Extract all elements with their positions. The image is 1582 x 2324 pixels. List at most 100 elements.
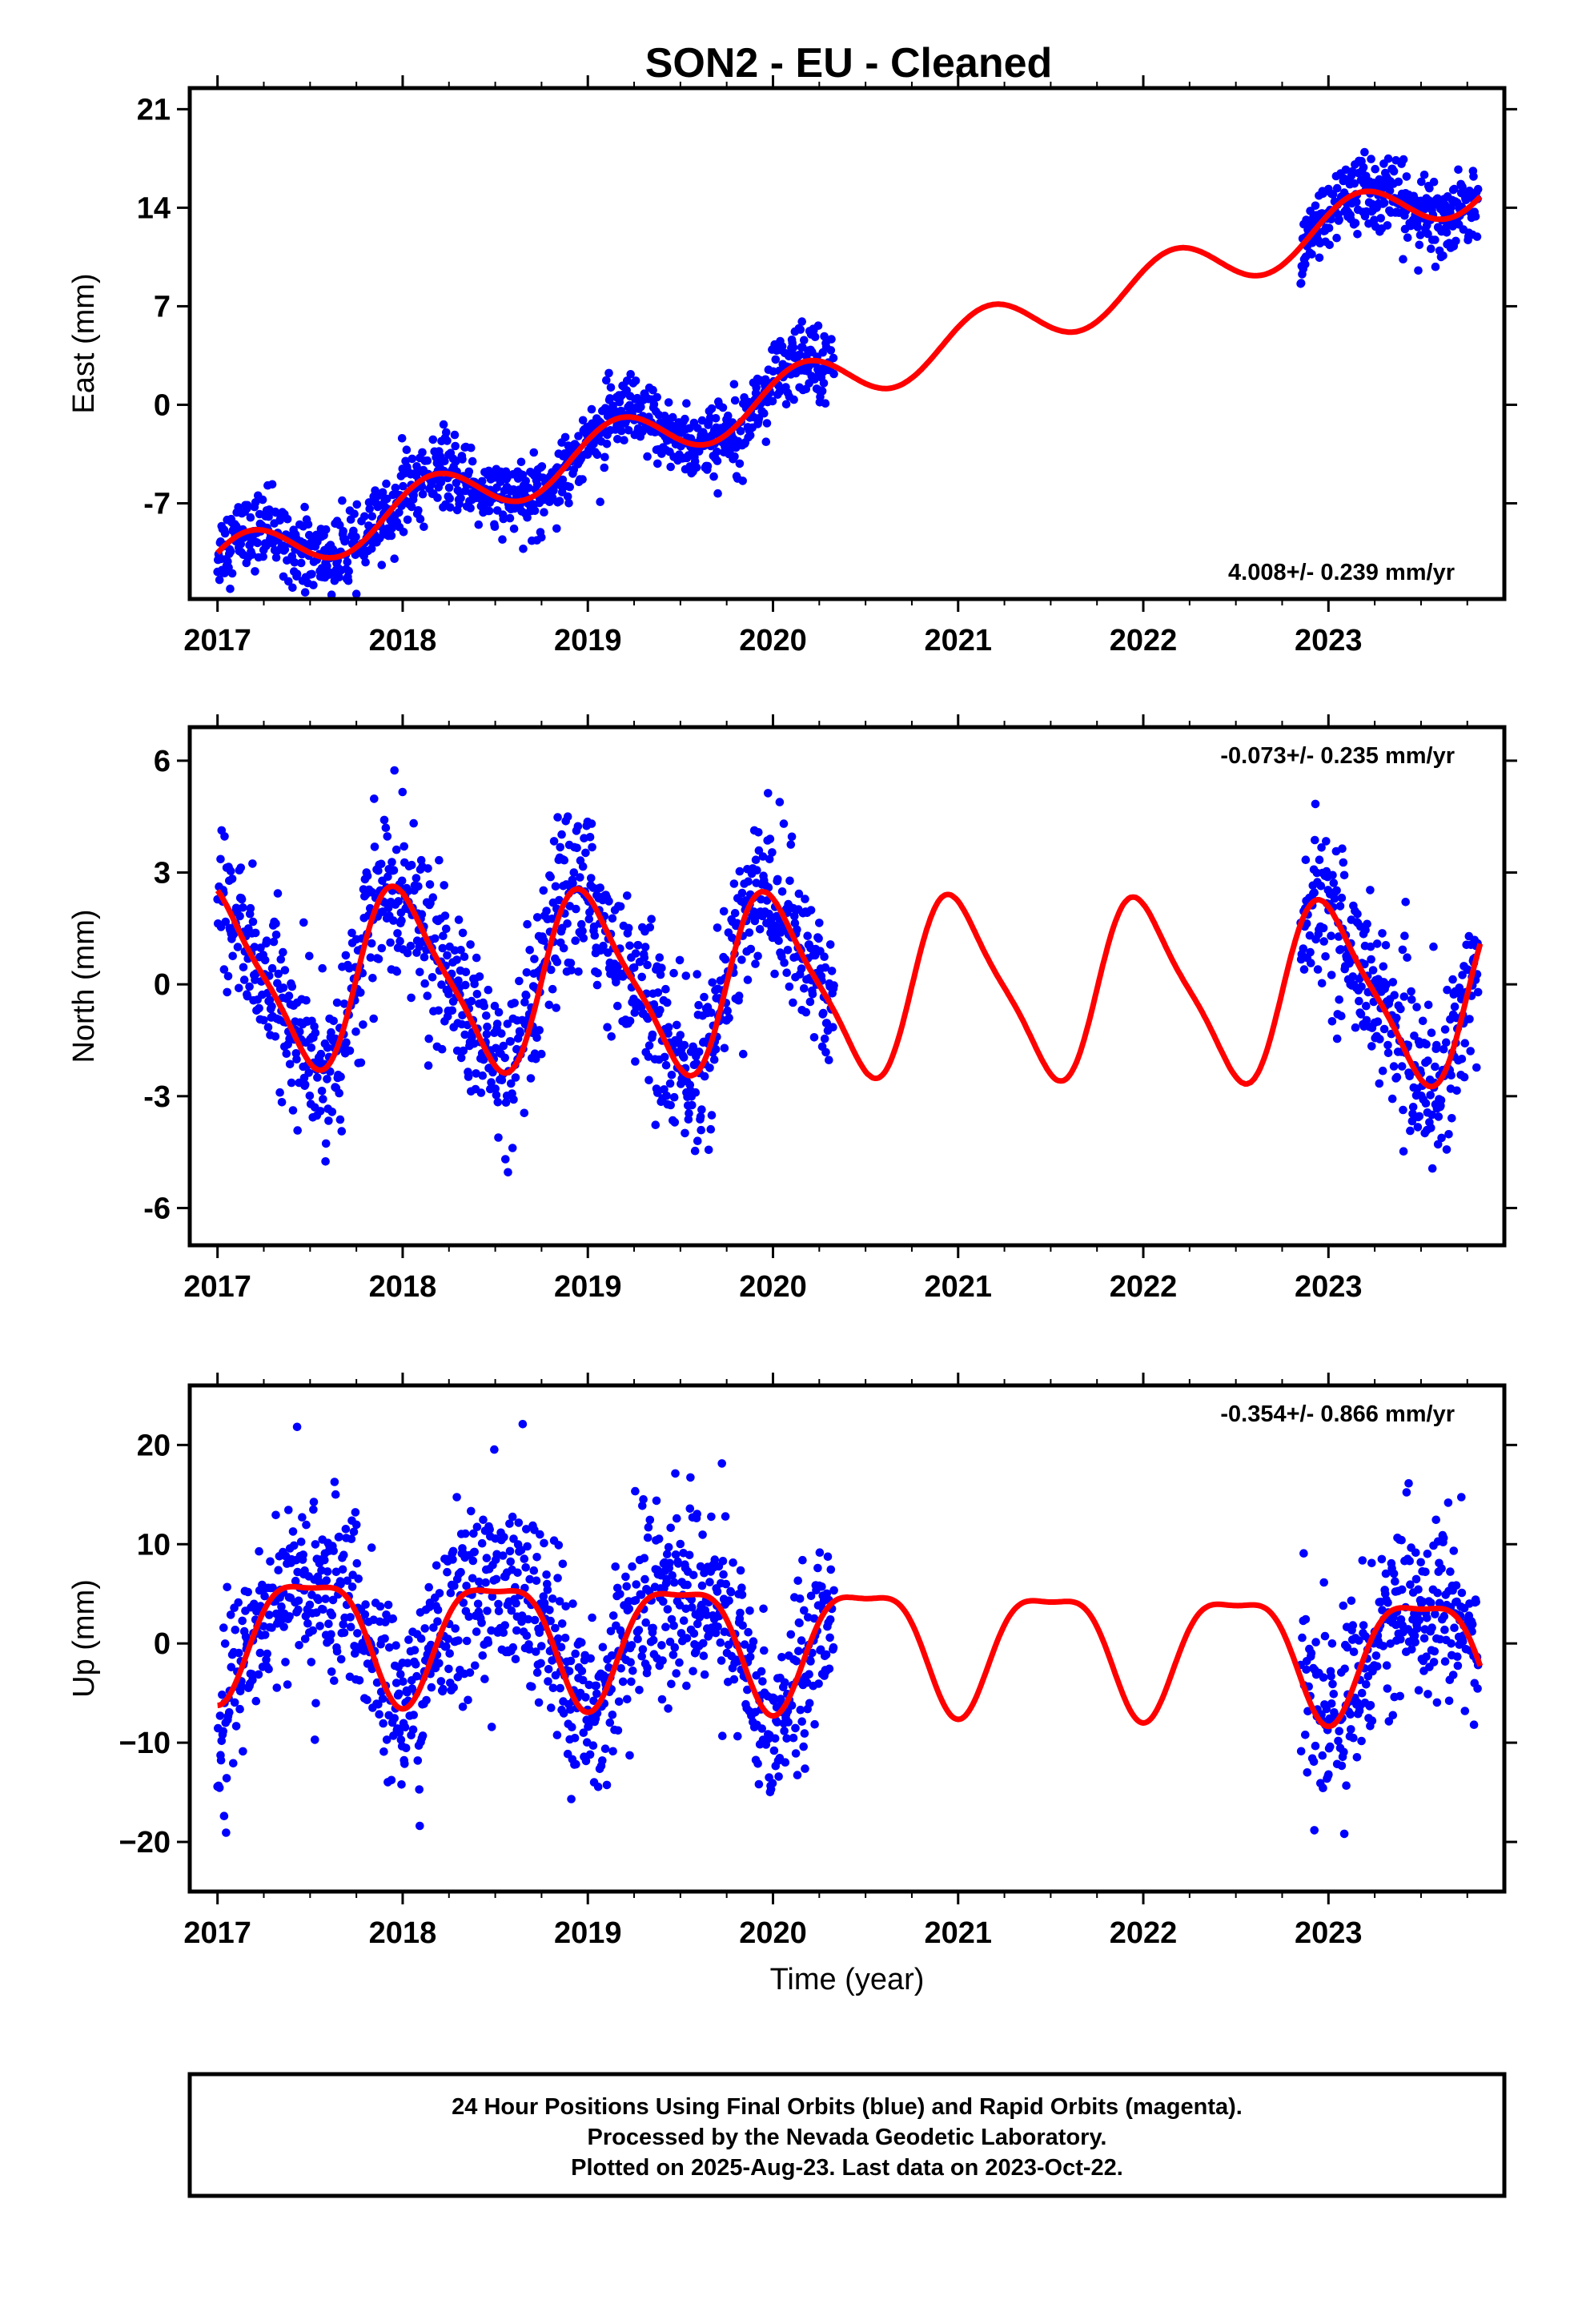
data-point <box>323 1567 332 1576</box>
data-point <box>499 1628 508 1637</box>
data-point <box>1363 919 1371 929</box>
data-point <box>494 1007 504 1017</box>
data-point <box>1334 1736 1343 1746</box>
data-point <box>1399 155 1408 164</box>
data-point <box>657 1695 667 1704</box>
data-point <box>461 1529 470 1538</box>
data-point <box>220 529 230 538</box>
data-point <box>260 1630 270 1639</box>
data-point <box>222 1774 231 1783</box>
data-point <box>791 1749 801 1758</box>
data-point <box>1416 1558 1425 1567</box>
data-point <box>789 343 798 352</box>
data-point <box>215 575 224 585</box>
data-point <box>484 1638 493 1647</box>
data-point <box>336 1072 345 1081</box>
data-point <box>555 1597 564 1606</box>
east-frame <box>187 86 1507 601</box>
data-point <box>577 919 586 929</box>
data-point <box>390 766 400 775</box>
data-point <box>796 325 805 334</box>
data-point <box>775 387 785 396</box>
data-point <box>548 984 557 994</box>
data-point <box>676 1031 685 1039</box>
data-point <box>552 957 562 967</box>
data-point <box>449 1683 458 1692</box>
data-point <box>717 1656 726 1665</box>
data-point <box>1322 837 1331 846</box>
data-point <box>629 963 639 972</box>
data-point <box>768 396 777 406</box>
data-point <box>1414 1686 1423 1695</box>
data-point <box>356 988 365 997</box>
data-point <box>446 503 455 512</box>
data-point <box>694 1047 704 1056</box>
data-point <box>777 887 787 896</box>
data-point <box>551 882 560 891</box>
data-point <box>675 1658 684 1667</box>
data-point <box>553 1574 562 1582</box>
data-point <box>1440 1625 1449 1634</box>
data-point <box>330 1478 339 1486</box>
data-point <box>567 1795 576 1803</box>
data-point <box>1355 996 1363 1006</box>
data-point <box>292 1055 301 1063</box>
data-point <box>248 1675 257 1685</box>
x-axis-label: Time (year) <box>770 1963 925 1996</box>
data-point <box>461 967 471 977</box>
data-point <box>1340 1664 1349 1674</box>
data-point <box>475 972 484 981</box>
data-point <box>1388 1711 1398 1720</box>
data-point <box>243 1587 253 1597</box>
data-point <box>783 946 793 955</box>
data-point <box>827 967 837 975</box>
data-point <box>1359 1621 1368 1630</box>
data-point <box>707 1111 717 1120</box>
data-point <box>1324 1770 1333 1779</box>
data-point <box>528 1682 536 1691</box>
data-point <box>474 520 484 529</box>
data-point <box>641 1618 650 1627</box>
footer-line-2: Processed by the Nevada Geodetic Laborat… <box>588 2125 1107 2150</box>
data-point <box>1469 172 1478 181</box>
data-point <box>623 891 632 900</box>
data-point <box>1376 214 1385 223</box>
data-point <box>625 1016 635 1026</box>
data-point <box>412 874 421 883</box>
data-point <box>726 1587 736 1597</box>
data-point <box>566 1705 575 1714</box>
data-point <box>415 1785 424 1794</box>
data-point <box>351 1649 359 1658</box>
data-point <box>1389 1569 1399 1578</box>
data-point <box>706 1124 716 1134</box>
data-point <box>603 1023 612 1031</box>
east-panel: 2017 2018 2019 2020 2021 2022 2023 -7 0 7 14 21 East… <box>67 75 1517 657</box>
data-point <box>821 399 830 408</box>
data-point <box>1392 1013 1401 1023</box>
data-point <box>734 991 744 1000</box>
data-point <box>472 990 482 999</box>
data-point <box>708 978 717 987</box>
data-point <box>544 1000 554 1010</box>
data-point <box>536 1659 545 1668</box>
data-point <box>644 1052 653 1061</box>
data-point <box>1329 879 1339 887</box>
data-point <box>498 535 507 544</box>
data-point <box>529 448 539 457</box>
data-point <box>440 881 448 890</box>
data-point <box>563 919 572 928</box>
data-point <box>1385 186 1395 195</box>
data-point <box>302 995 311 1005</box>
data-point <box>710 1555 720 1564</box>
footer-frame <box>187 2072 1507 2198</box>
data-point <box>402 445 412 454</box>
data-point <box>1341 165 1351 175</box>
data-point <box>1359 163 1368 172</box>
data-point <box>800 984 809 993</box>
data-point <box>649 400 659 409</box>
data-point <box>287 982 297 991</box>
data-point <box>1315 855 1324 864</box>
data-point <box>697 1105 706 1114</box>
data-point <box>805 1699 814 1708</box>
data-point <box>648 1635 658 1645</box>
